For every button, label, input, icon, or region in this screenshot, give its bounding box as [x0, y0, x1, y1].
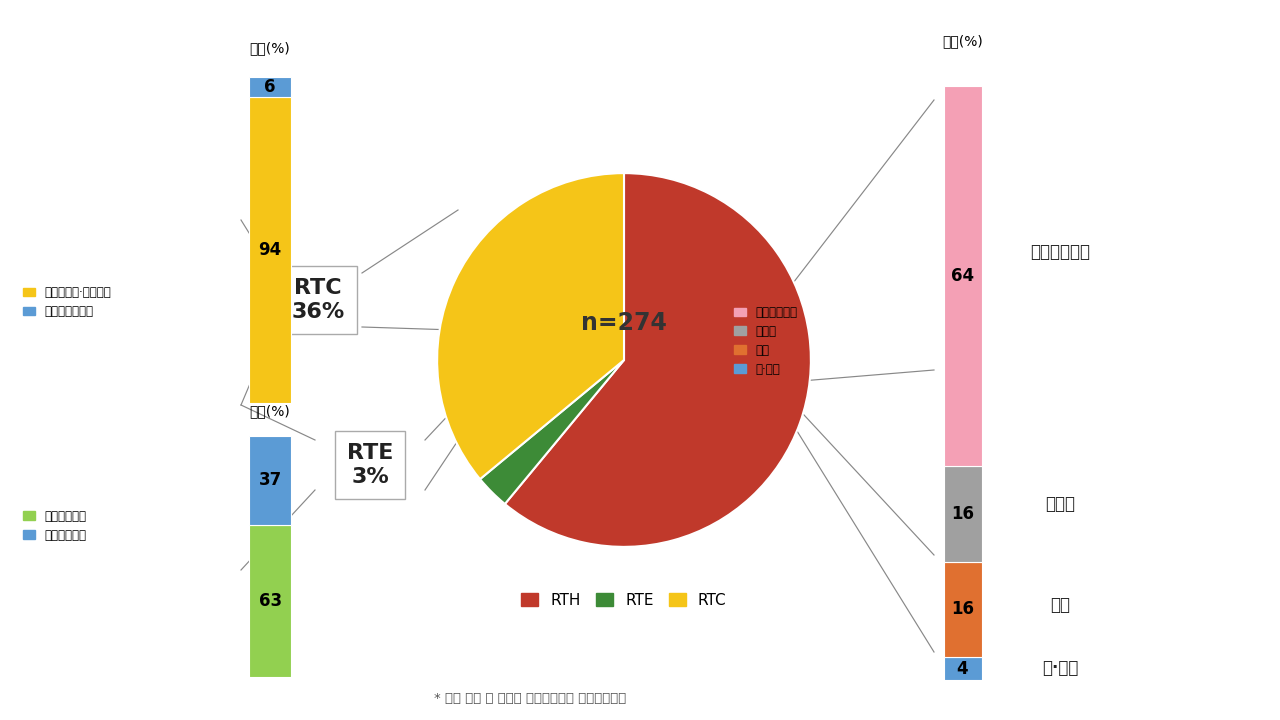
Legend: 즉석조리식품, 만두류, 면류, 빵·떡류: 즉석조리식품, 만두류, 면류, 빵·떡류 [730, 301, 801, 380]
Legend: 즉석섭취식품, 신선편의식품: 즉석섭취식품, 신선편의식품 [19, 505, 91, 546]
Text: RTC
36%: RTC 36% [292, 279, 344, 322]
Text: n=274: n=274 [581, 310, 667, 335]
Wedge shape [480, 360, 625, 504]
Bar [943, 562, 982, 657]
Bar [250, 77, 291, 96]
Bar [250, 436, 291, 525]
Text: 63: 63 [259, 592, 282, 610]
Text: 16: 16 [951, 505, 974, 523]
Bar [943, 657, 982, 680]
Wedge shape [438, 173, 625, 479]
Bar [943, 467, 982, 562]
Bar [250, 525, 291, 677]
Text: 4: 4 [956, 660, 969, 678]
Text: 빵·떡류: 빵·떡류 [1042, 659, 1078, 677]
Legend: 식육가공품·포장육류, 수산가공식품류: 식육가공품·포장육류, 수산가공식품류 [19, 282, 116, 323]
Title: 비율(%): 비율(%) [250, 405, 291, 418]
Title: 비율(%): 비율(%) [250, 41, 291, 55]
Text: 94: 94 [259, 241, 282, 259]
Bar [943, 86, 982, 467]
Text: RTE
3%: RTE 3% [347, 444, 393, 487]
Legend: RTH, RTE, RTC: RTH, RTE, RTC [516, 587, 732, 614]
Wedge shape [504, 173, 810, 547]
Text: 16: 16 [951, 600, 974, 618]
Text: RTH
61%: RTH 61% [671, 338, 724, 382]
Text: 즉석조리식품: 즉석조리식품 [1030, 243, 1091, 261]
Bar [250, 96, 291, 403]
Text: 면류: 면류 [1050, 596, 1070, 613]
Text: * 비율 산출 시 소수점 첫째자리에서 반올림하였음: * 비율 산출 시 소수점 첫째자리에서 반올림하였음 [434, 691, 626, 704]
Text: 6: 6 [265, 78, 275, 96]
Text: 만두류: 만두류 [1044, 495, 1075, 513]
Text: 37: 37 [259, 472, 282, 490]
Title: 비율(%): 비율(%) [942, 34, 983, 48]
Text: 64: 64 [951, 267, 974, 285]
